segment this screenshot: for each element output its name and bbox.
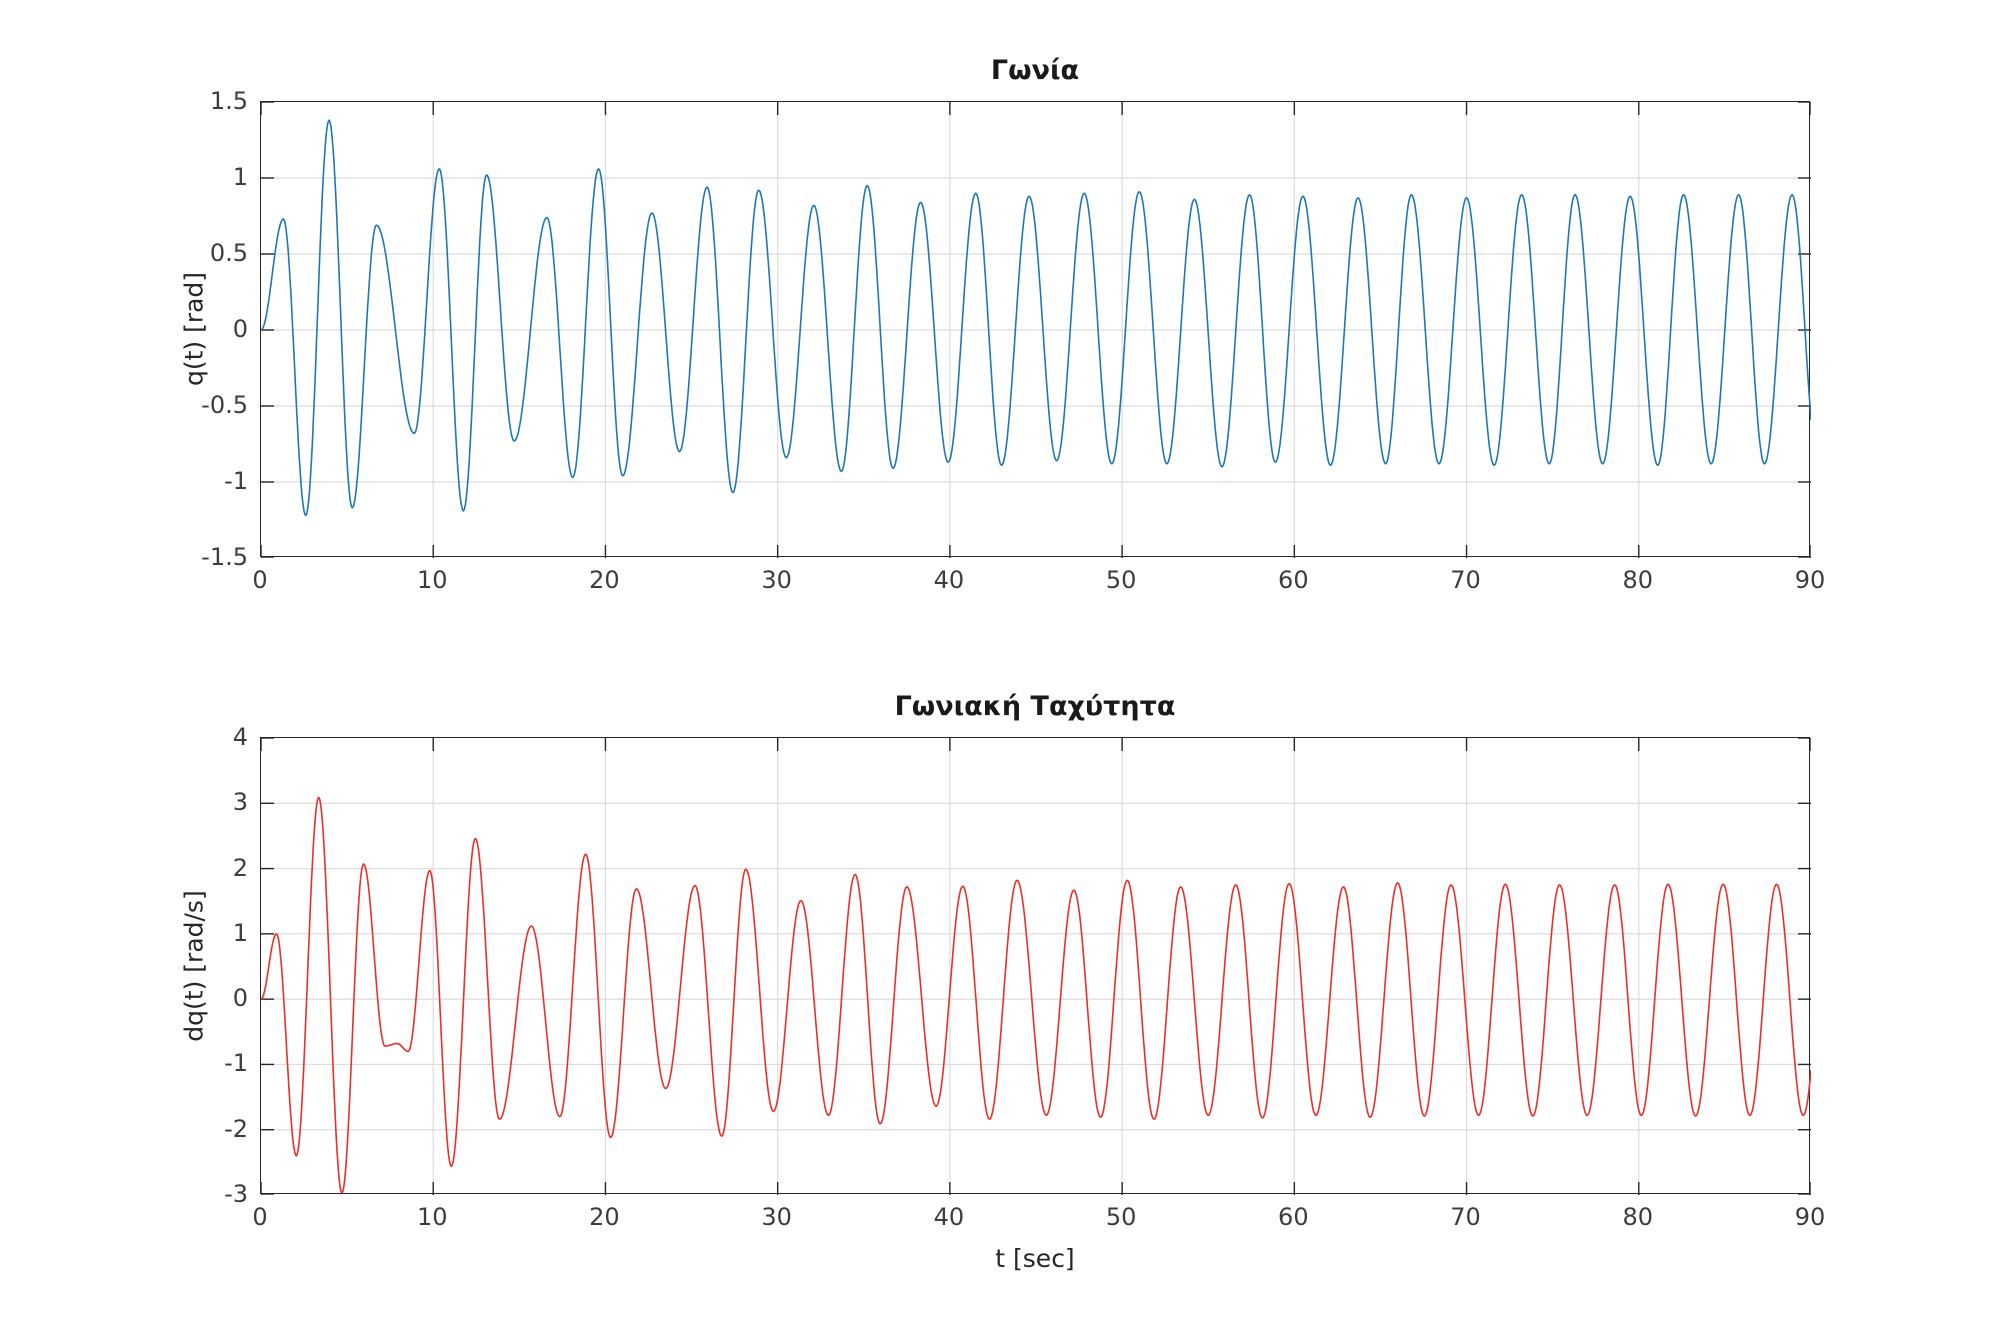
x-axis-label: t [sec] [995,1244,1075,1273]
x-tick-label: 10 [416,566,448,594]
plot-title: Γωνιακή Ταχύτητα [894,691,1176,722]
y-tick-label: 4 [232,723,248,751]
x-tick-label: 80 [1622,1203,1654,1231]
x-tick-label: 80 [1622,566,1654,594]
y-tick-label: 1 [232,918,248,947]
axes-box [260,737,1811,1195]
x-tick-label: 30 [761,1203,792,1231]
y-tick-label: 0 [232,315,248,343]
y-tick-label: -3 [224,1180,248,1208]
y-tick-label: -1 [224,1049,248,1078]
y-tick-label: 2 [232,853,248,882]
axes-box [260,101,1811,558]
y-tick-label: -2 [224,1114,248,1143]
angle-plot: Γωνία q(t) [rad] 0 10 20 30 40 50 60 70 80 90 -1.5… [180,55,1826,594]
q-waveform [261,119,1811,517]
y-tick-label: -0.5 [201,391,248,419]
x-tick-label: 60 [1278,566,1309,594]
x-tick-label: 20 [589,566,620,594]
x-tick-label: 10 [416,1203,448,1231]
x-tick-label: 20 [589,1203,620,1231]
y-axis-label: dq(t) [rad/s] [179,889,209,1042]
x-tick-label: 0 [252,1203,268,1231]
x-tick-label: 90 [1794,1203,1826,1231]
x-tick-label: 90 [1794,566,1826,594]
y-axis-label: q(t) [rad] [179,271,209,387]
y-tick-label: -1.5 [201,543,248,571]
x-tick-label: 40 [933,566,965,594]
y-tick-label: 1.5 [209,87,248,115]
x-tick-label: 70 [1450,1203,1481,1231]
y-tick-label: 3 [232,788,248,817]
x-tick-label: 40 [933,1203,965,1231]
x-axis-label [260,607,1810,637]
y-tick-label: 1 [232,163,248,191]
x-tick-label: 0 [252,566,268,594]
y-tick-label: 0 [232,984,248,1013]
x-tick-label: 70 [1450,566,1481,594]
plot-svg [261,738,1811,1195]
y-tick-label: 0.5 [209,239,248,267]
x-tick-label: 50 [1105,1203,1137,1231]
x-tick-label: 60 [1278,1203,1309,1231]
angular-velocity-plot: Γωνιακή Ταχύτητα dq(t) [rad/s] t [sec] 0… [180,691,1826,1273]
plot-title: Γωνία [990,55,1080,86]
x-tick-label: 50 [1105,566,1137,594]
y-tick-label: -1 [224,467,248,495]
plot-svg [261,102,1811,558]
x-tick-label: 30 [761,566,792,594]
dq-waveform [261,796,1811,1194]
